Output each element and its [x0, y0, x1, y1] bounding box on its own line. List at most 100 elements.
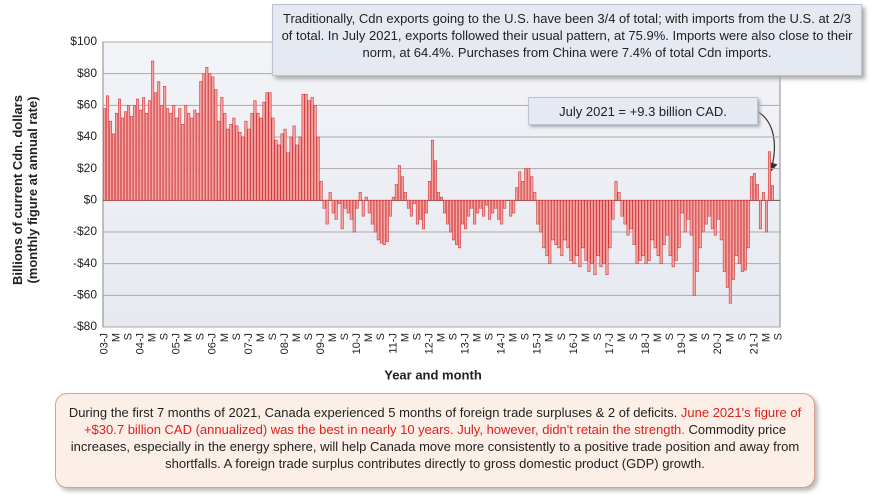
bar: [325, 200, 329, 225]
bar: [370, 200, 374, 225]
bar: [638, 200, 642, 261]
note-text: During the first 7 months of 2021, Canad…: [68, 405, 681, 420]
bar: [262, 101, 266, 201]
x-tick-label: 13-J: [459, 333, 471, 354]
bar: [710, 200, 714, 230]
bar: [602, 200, 606, 264]
bar: [202, 73, 206, 201]
bar: [433, 160, 437, 201]
bar: [650, 200, 654, 241]
bar: [731, 200, 735, 280]
bar: [677, 200, 681, 249]
callout-arrow: [754, 109, 778, 173]
y-tick-label: -$20: [73, 224, 97, 238]
bar: [337, 200, 341, 204]
bar: [412, 200, 416, 204]
bar: [761, 192, 765, 201]
y-tick-label: $0: [84, 193, 98, 207]
bar: [439, 196, 444, 201]
bar: [512, 200, 516, 214]
x-tick-label: 07-J: [243, 333, 255, 354]
x-tick-label: 10-J: [351, 333, 363, 354]
y-tick-label: $60: [77, 98, 97, 112]
bar: [449, 200, 453, 233]
bar: [605, 200, 609, 276]
bar: [464, 200, 468, 230]
bar: [391, 196, 395, 201]
x-tick-label: 12-J: [423, 333, 435, 354]
bar: [734, 200, 738, 257]
x-tick-label: M: [508, 333, 520, 342]
bar: [659, 200, 663, 264]
bar: [614, 181, 618, 201]
bar: [142, 97, 146, 201]
x-tick-label: M: [291, 333, 303, 342]
bar: [515, 187, 519, 201]
bar: [770, 185, 774, 201]
bar: [175, 117, 179, 201]
bar: [181, 124, 185, 201]
x-tick-label: M: [399, 333, 411, 342]
bar: [232, 117, 236, 201]
bar: [193, 109, 197, 201]
bar: [596, 200, 600, 257]
y-tick-label: $20: [77, 161, 97, 175]
bar: [376, 200, 380, 241]
bar: [220, 97, 224, 201]
bar: [488, 200, 492, 220]
bar: [617, 192, 621, 201]
bar: [136, 98, 140, 201]
bar: [461, 200, 465, 225]
x-tick-label: 17-J: [604, 333, 616, 354]
bar: [560, 200, 564, 257]
bar: [500, 200, 504, 225]
bar: [482, 200, 486, 217]
x-tick-label: M: [616, 333, 628, 342]
bar: [424, 200, 428, 214]
bar: [415, 200, 419, 225]
bar: [683, 200, 687, 233]
bar: [247, 128, 251, 201]
x-tick-label: 15-J: [532, 333, 544, 354]
x-tick-label: M: [219, 333, 231, 342]
x-tick-label: 16-J: [568, 333, 580, 354]
bar: [509, 200, 513, 217]
bar: [641, 200, 645, 257]
bar: [205, 67, 209, 201]
x-tick-label: S: [447, 333, 459, 340]
bar: [485, 200, 489, 206]
x-tick-label: 20-J: [712, 333, 724, 354]
bar: [190, 117, 194, 201]
bar: [115, 112, 119, 201]
bar: [427, 181, 431, 201]
bar: [130, 116, 134, 201]
x-tick-label: S: [195, 333, 207, 340]
bar: [166, 108, 170, 201]
top-note: Traditionally, Cdn exports going to the …: [272, 4, 862, 76]
bar: [497, 200, 501, 220]
bar: [479, 200, 483, 209]
bar: [364, 196, 368, 201]
bar: [157, 81, 161, 201]
bar: [331, 200, 335, 214]
bar: [503, 200, 507, 209]
bar: [695, 200, 699, 272]
x-tick-label: S: [339, 333, 351, 340]
y-axis-title: Billions of current Cdn. dollars (monthl…: [10, 95, 40, 285]
bar: [292, 125, 296, 201]
x-tick-label: 21-J: [748, 333, 760, 354]
bar: [566, 200, 570, 249]
bar: [713, 200, 717, 236]
bar: [758, 200, 762, 230]
bar: [280, 133, 284, 201]
bar: [542, 200, 546, 249]
bar: [214, 89, 218, 201]
bar: [196, 112, 200, 201]
bar: [764, 200, 768, 233]
bar: [653, 200, 657, 249]
bar: [665, 200, 669, 236]
bar: [274, 139, 278, 201]
bar: [112, 133, 116, 201]
bar: [557, 200, 561, 249]
